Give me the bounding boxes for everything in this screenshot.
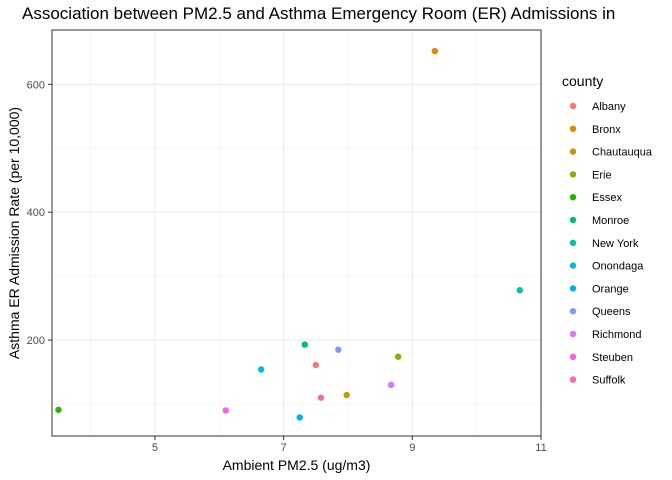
data-point xyxy=(335,346,342,353)
legend-label: Onondaga xyxy=(592,261,644,273)
data-point xyxy=(301,341,309,348)
y-tick-label: 600 xyxy=(27,79,45,91)
x-tick-label: 7 xyxy=(281,442,287,454)
legend-key xyxy=(569,262,577,269)
legend-key xyxy=(569,308,577,315)
legend-label: Chautauqua xyxy=(592,147,653,159)
data-point xyxy=(317,394,325,401)
data-point xyxy=(394,353,402,360)
legend-label: Suffolk xyxy=(592,375,626,387)
minor-gridlines xyxy=(52,30,541,436)
data-point xyxy=(222,407,229,414)
legend-label: Essex xyxy=(592,192,622,204)
x-tick-label: 5 xyxy=(152,442,158,454)
data-point xyxy=(257,366,265,373)
legend-label: Orange xyxy=(592,283,629,295)
y-axis-ticks: 200 400 600 xyxy=(27,79,52,347)
legend-label: Albany xyxy=(592,101,626,113)
data-points xyxy=(55,47,523,421)
x-tick-label: 9 xyxy=(409,442,415,454)
data-point xyxy=(516,287,523,294)
plot-border xyxy=(51,29,542,437)
legend-key xyxy=(569,285,577,292)
legend-key xyxy=(569,353,577,360)
legend-key xyxy=(569,194,577,201)
y-tick-label: 400 xyxy=(27,207,45,219)
x-axis-title: Ambient PM2.5 (ug/m3) xyxy=(223,457,371,473)
y-axis-title: Asthma ER Admission Rate (per 10,000) xyxy=(6,107,22,359)
legend-key xyxy=(569,376,577,383)
plot-panel xyxy=(52,30,541,436)
chart-title: Association between PM2.5 and Asthma Eme… xyxy=(22,4,616,23)
data-point xyxy=(296,414,303,421)
legend-label: Richmond xyxy=(592,329,642,341)
legend-label: New York xyxy=(592,238,639,250)
data-point xyxy=(431,47,439,55)
x-axis-ticks: 5 7 9 11 xyxy=(152,436,547,454)
legend-key xyxy=(569,125,577,132)
legend-label: Queens xyxy=(592,306,631,318)
legend-label: Bronx xyxy=(592,124,621,136)
legend-label: Monroe xyxy=(592,215,629,227)
data-point xyxy=(312,361,320,369)
legend-label: Erie xyxy=(592,169,612,181)
legend-key xyxy=(569,171,577,178)
data-point xyxy=(343,391,350,399)
legend-key xyxy=(569,216,577,224)
legend-label: Steuben xyxy=(592,352,633,364)
legend-key xyxy=(569,239,577,246)
legend-key xyxy=(569,148,577,155)
legend-title: county xyxy=(562,73,603,89)
legend: Albany Bronx Chautauqua Erie Essex Monroe New … xyxy=(569,101,653,387)
x-tick-label: 11 xyxy=(535,442,546,454)
y-tick-label: 200 xyxy=(27,335,45,347)
legend-key xyxy=(569,330,577,338)
legend-key xyxy=(569,102,577,110)
data-point xyxy=(55,406,62,413)
data-point xyxy=(387,381,395,389)
